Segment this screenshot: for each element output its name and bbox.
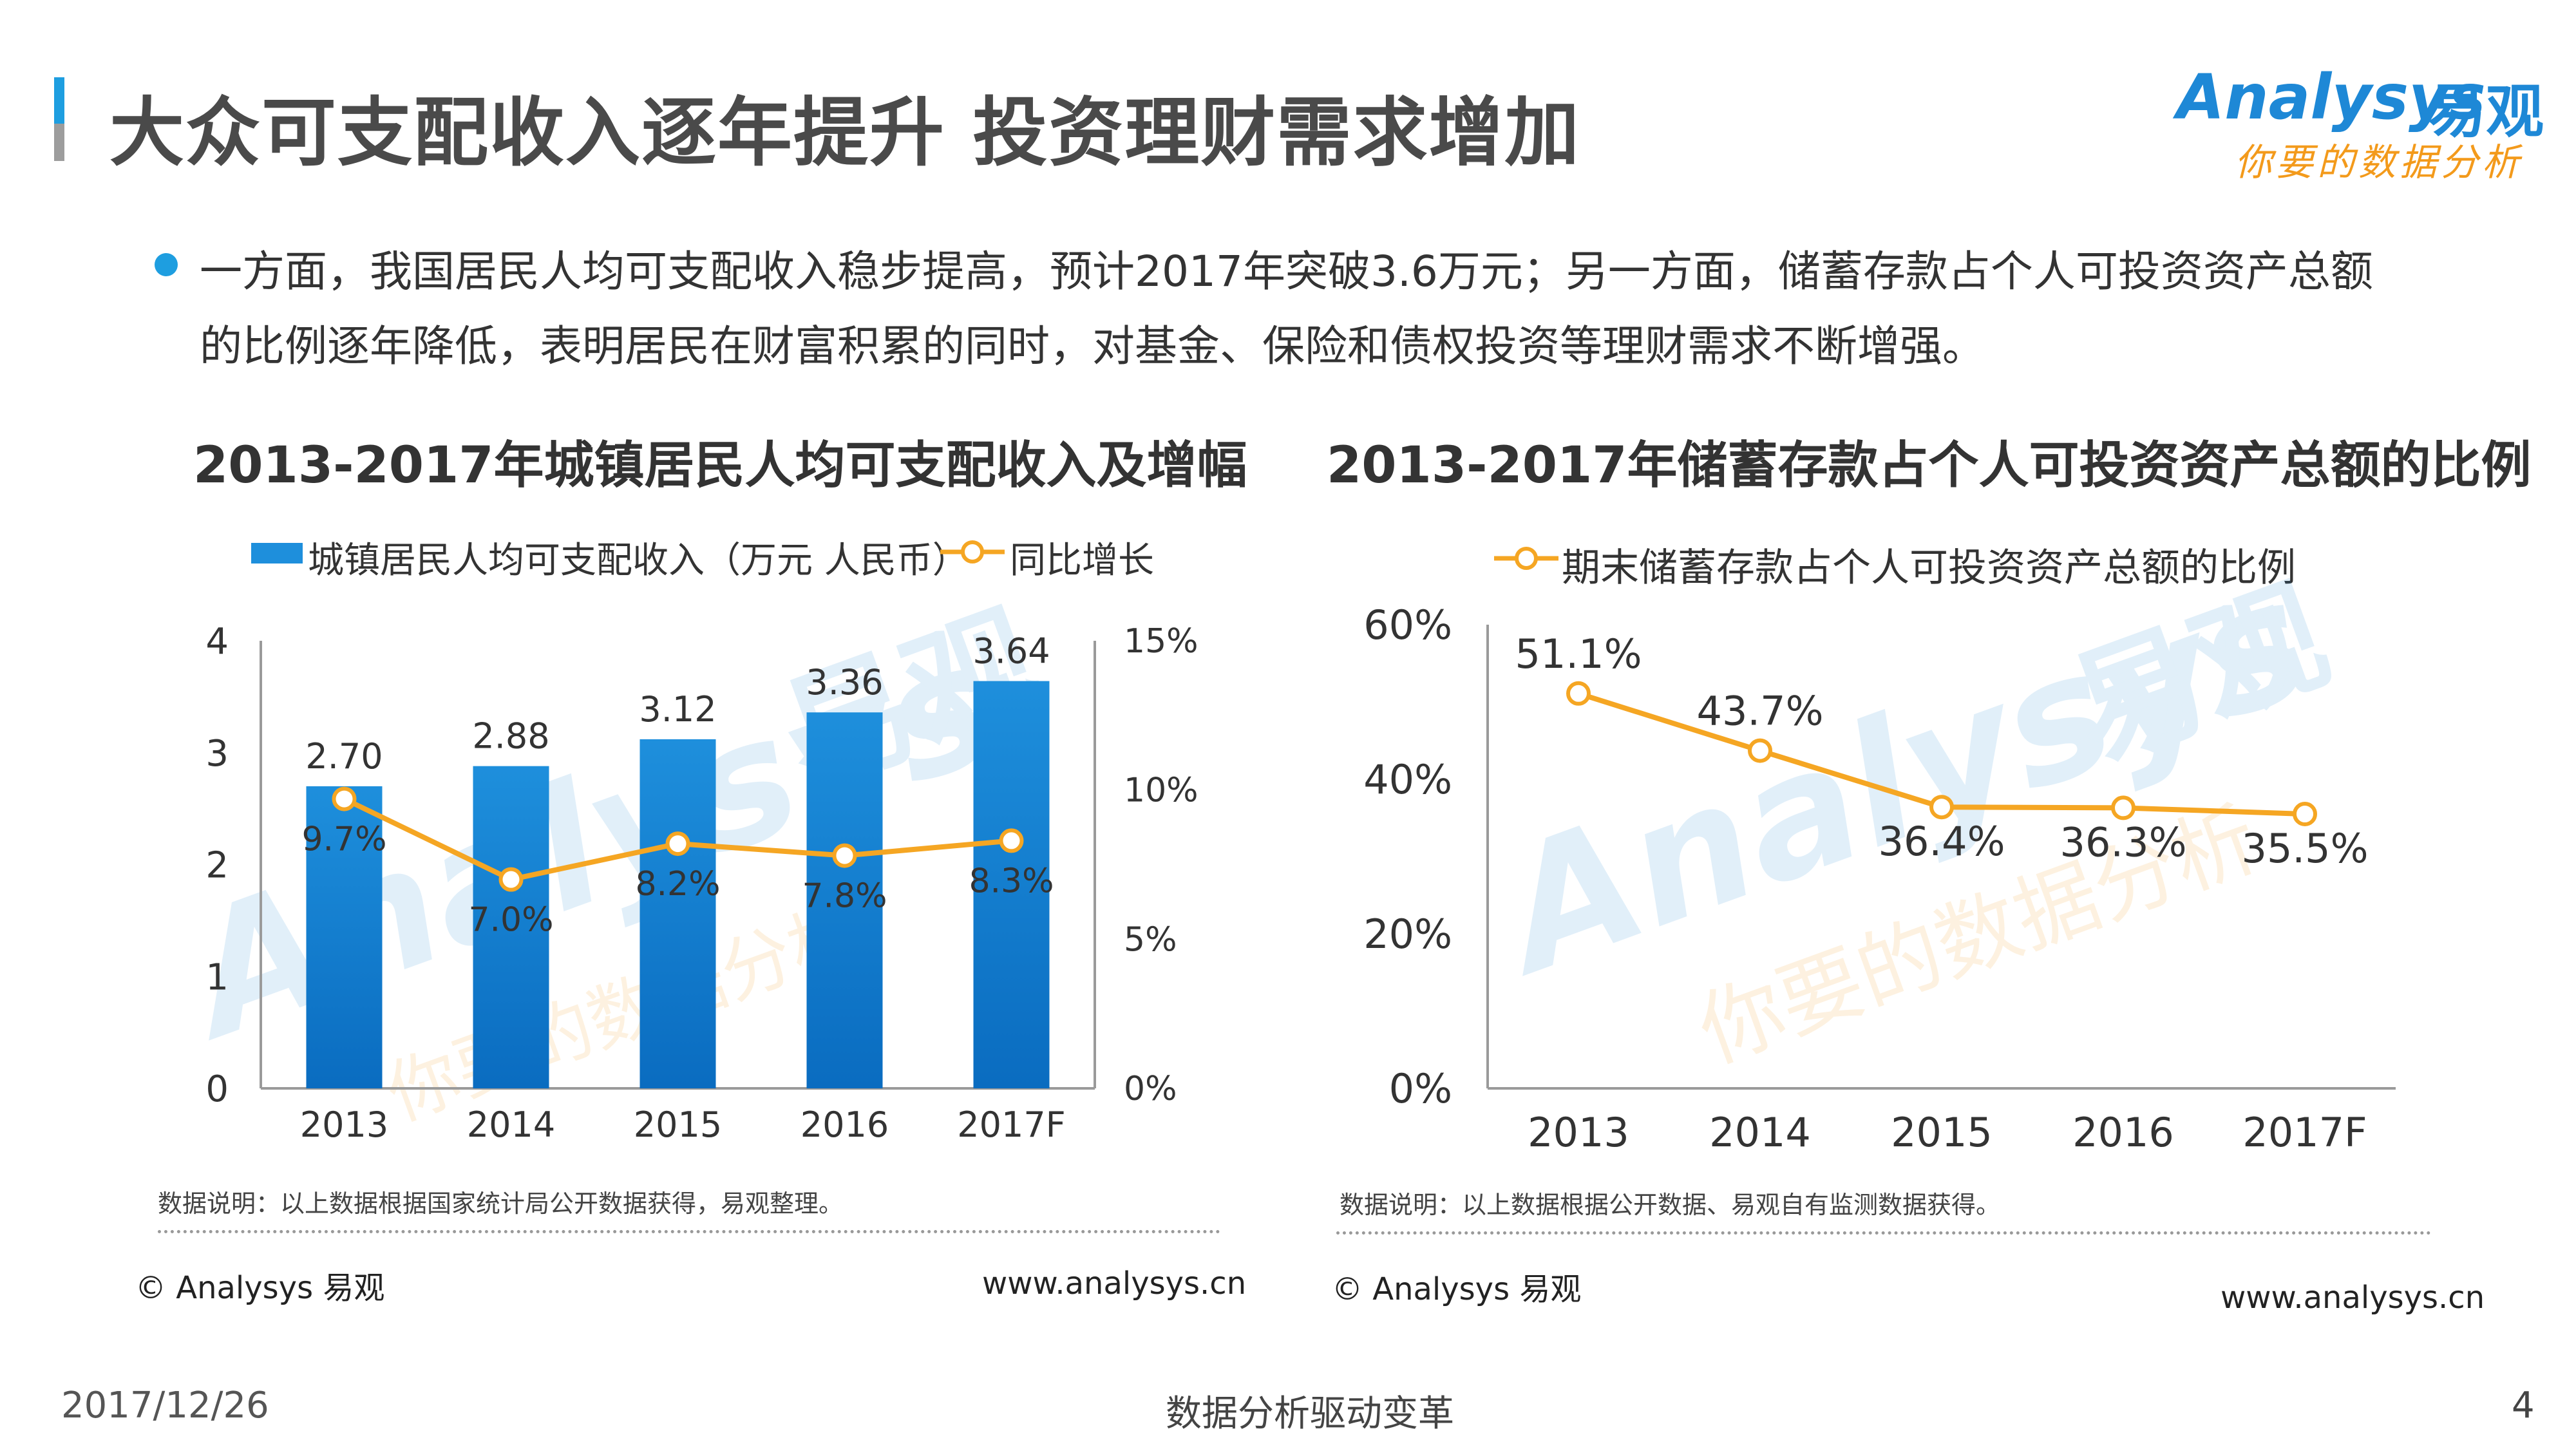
chart1-growth-label: 8.3%: [969, 862, 1054, 900]
chart2-y-tick: 0%: [1389, 1065, 1452, 1112]
analysys-logo: Analysys 易观 你要的数据分析: [2177, 61, 2550, 184]
title-accent-bar: [54, 77, 64, 161]
bullet-icon: [155, 253, 178, 276]
chart1-legend-bar-label: 城镇居民人均可支配收入（万元 人民币）: [308, 540, 969, 582]
chart1-y-left-tick: 3: [205, 733, 229, 775]
chart1-y-left-tick: 4: [205, 621, 229, 663]
chart2-x-tick: 2014: [1709, 1109, 1811, 1156]
chart2-point-label: 36.3%: [2060, 819, 2187, 866]
chart1-growth-label: 8.2%: [635, 865, 720, 904]
chart2-divider: [1336, 1231, 2431, 1235]
chart1-x-tick: 2013: [300, 1104, 388, 1145]
chart2-point: [1929, 795, 1954, 820]
chart1-x-tick: 2016: [800, 1104, 889, 1145]
chart2-y-tick: 40%: [1363, 756, 1452, 803]
chart1-y-right-tick: 0%: [1124, 1070, 1177, 1108]
chart2-y-tick: 20%: [1363, 911, 1452, 958]
chart1-y-right-tick: 5%: [1124, 920, 1177, 959]
chart1-y-left-tick: 2: [205, 845, 229, 887]
chart1-y-right-tick: 15%: [1124, 622, 1198, 661]
chart1-bar: [806, 712, 883, 1088]
page-title: 大众可支配收入逐年提升 投资理财需求增加: [109, 90, 1581, 176]
chart1-growth-label: 9.7%: [301, 820, 386, 859]
chart1-growth-point: [665, 831, 690, 857]
chart2-legend-label: 期末储蓄存款占个人可投资资产总额的比例: [1562, 545, 2296, 591]
chart1-bar-label: 2.88: [472, 716, 549, 757]
chart1-growth-point: [832, 843, 857, 868]
chart2-point: [1748, 738, 1772, 763]
chart1-url: www.analysys.cn: [982, 1265, 1247, 1302]
chart1-growth-point: [332, 786, 357, 811]
chart2-copyright: © Analysys 易观: [1332, 1271, 1582, 1307]
chart2-url: www.analysys.cn: [2221, 1280, 2485, 1316]
logo-cn-name: 易观: [2428, 78, 2544, 146]
chart1-legend-line-label: 同比增长: [1010, 540, 1154, 582]
intro-text-line-2: 的比例逐年降低，表明居民在财富积累的同时，对基金、保险和债权投资等理财需求不断增…: [200, 321, 1985, 371]
chart2-note: 数据说明：以上数据根据公开数据、易观自有监测数据获得。: [1340, 1191, 2001, 1219]
chart1-copyright: © Analysys 易观: [135, 1270, 385, 1306]
chart2-x-tick: 2013: [1528, 1109, 1629, 1156]
chart2-title: 2013-2017年储蓄存款占个人可投资资产总额的比例: [1327, 437, 2532, 495]
chart2-x-tick: 2016: [2072, 1109, 2174, 1156]
chart1-growth-label: 7.8%: [802, 877, 887, 916]
logo-slogan: 你要的数据分析: [2235, 140, 2524, 184]
logo-wordmark: Analysys: [2177, 61, 2486, 133]
chart1-growth-point: [498, 867, 524, 892]
chart1-legend-line-swatch: [940, 540, 1005, 564]
page-number: 4: [2512, 1385, 2535, 1426]
chart2-x-tick: 2015: [1891, 1109, 1993, 1156]
chart2-point: [2111, 795, 2136, 820]
intro-text-line-1: 一方面，我国居民人均可支配收入稳步提高，预计2017年突破3.6万元；另一方面，…: [200, 247, 2373, 296]
chart1-y-left-tick: 0: [205, 1068, 229, 1110]
chart2-point-label: 35.5%: [2242, 825, 2369, 872]
chart1-bar: [306, 786, 383, 1088]
chart1-y-right-tick: 10%: [1124, 772, 1198, 810]
chart2-y-tick: 60%: [1363, 601, 1452, 649]
chart2-point-label: 51.1%: [1515, 630, 1642, 677]
chart1-x-tick: 2017F: [957, 1104, 1066, 1145]
chart1-bar-label: 2.70: [305, 736, 383, 777]
chart1-bar-label: 3.36: [806, 662, 883, 703]
chart2-x-tick: 2017F: [2242, 1109, 2367, 1156]
chart2-point-label: 43.7%: [1697, 688, 1824, 735]
chart1-x-tick: 2014: [467, 1104, 555, 1145]
footer-slogan: 数据分析驱动变革: [1166, 1393, 1454, 1435]
chart1-bar-label: 3.64: [972, 631, 1050, 672]
chart1-bar: [473, 766, 549, 1088]
chart2-legend-line-swatch: [1494, 547, 1558, 570]
chart2-point-label: 36.4%: [1879, 818, 2005, 865]
chart1-legend-bar-swatch: [251, 543, 303, 564]
chart1-note: 数据说明：以上数据根据国家统计局公开数据获得，易观整理。: [158, 1189, 844, 1218]
date: 2017/12/26: [61, 1385, 269, 1426]
chart1-bar: [639, 739, 716, 1088]
chart1-divider: [158, 1230, 1220, 1233]
chart2-point: [2293, 802, 2317, 826]
chart1-bar: [973, 681, 1050, 1088]
chart1-growth-label: 7.0%: [468, 901, 553, 940]
chart1-bar-label: 3.12: [639, 689, 716, 730]
chart1-title: 2013-2017年城镇居民人均可支配收入及增幅: [193, 437, 1247, 495]
chart1-x-tick: 2015: [634, 1104, 722, 1145]
chart1-y-left-tick: 1: [205, 956, 229, 998]
chart2-point: [1566, 681, 1591, 706]
chart1-growth-point: [999, 828, 1024, 853]
